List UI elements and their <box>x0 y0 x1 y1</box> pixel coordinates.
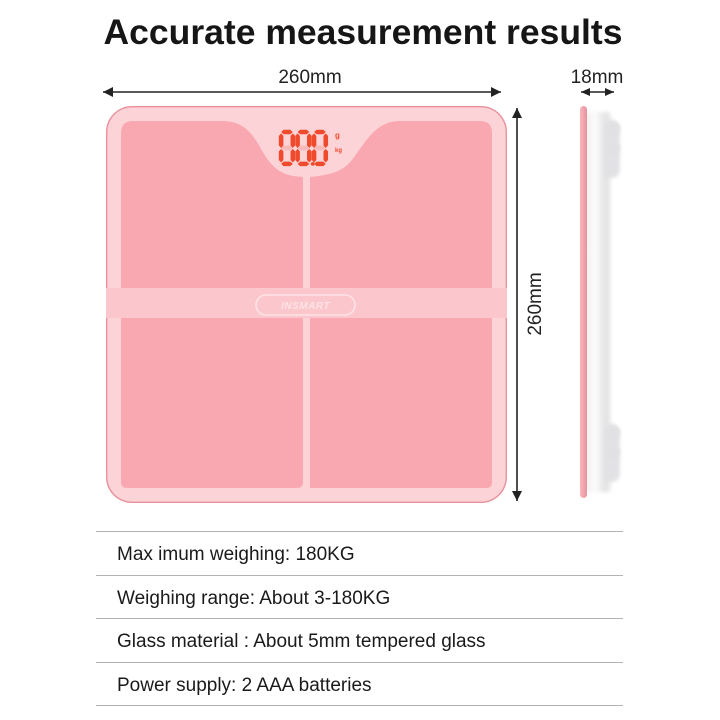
svg-text:INSMART: INSMART <box>281 301 330 312</box>
